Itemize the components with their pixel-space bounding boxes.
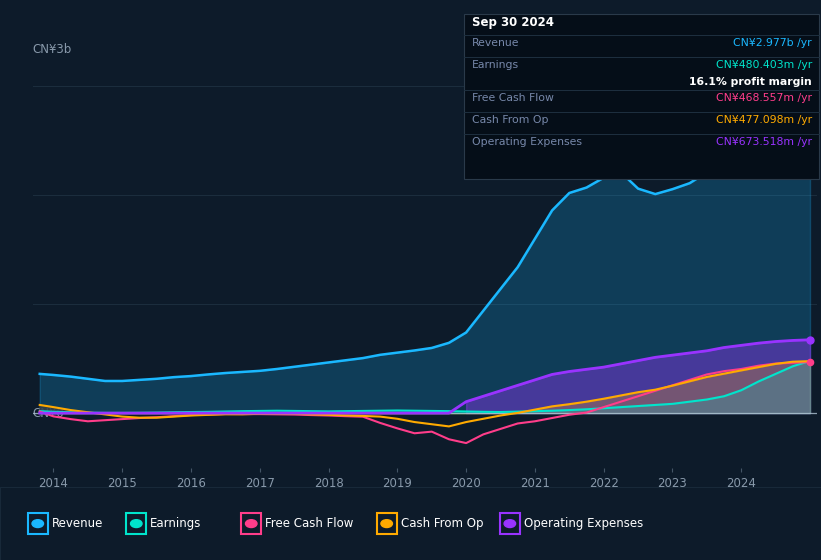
Text: -CN¥500m: -CN¥500m [33, 492, 95, 505]
Text: CN¥3b: CN¥3b [33, 43, 72, 57]
Text: Free Cash Flow: Free Cash Flow [265, 517, 354, 530]
Text: Free Cash Flow: Free Cash Flow [472, 94, 554, 104]
Text: CN¥468.557m /yr: CN¥468.557m /yr [716, 94, 812, 104]
Text: Cash From Op: Cash From Op [401, 517, 483, 530]
Point [804, 358, 817, 367]
Text: Revenue: Revenue [472, 38, 520, 48]
Text: CN¥2.977b /yr: CN¥2.977b /yr [733, 38, 812, 48]
Text: CN¥480.403m /yr: CN¥480.403m /yr [716, 60, 812, 71]
Text: CN¥0: CN¥0 [33, 407, 65, 419]
Text: Sep 30 2024: Sep 30 2024 [472, 16, 554, 29]
Text: Earnings: Earnings [472, 60, 519, 71]
Text: CN¥673.518m /yr: CN¥673.518m /yr [716, 137, 812, 147]
Text: 16.1% profit margin: 16.1% profit margin [689, 77, 812, 87]
Text: Earnings: Earnings [150, 517, 202, 530]
Point [804, 335, 817, 344]
Point [804, 84, 817, 93]
Text: Revenue: Revenue [52, 517, 103, 530]
Text: Operating Expenses: Operating Expenses [472, 137, 582, 147]
Text: CN¥477.098m /yr: CN¥477.098m /yr [716, 115, 812, 125]
Text: Cash From Op: Cash From Op [472, 115, 548, 125]
Text: Operating Expenses: Operating Expenses [524, 517, 643, 530]
